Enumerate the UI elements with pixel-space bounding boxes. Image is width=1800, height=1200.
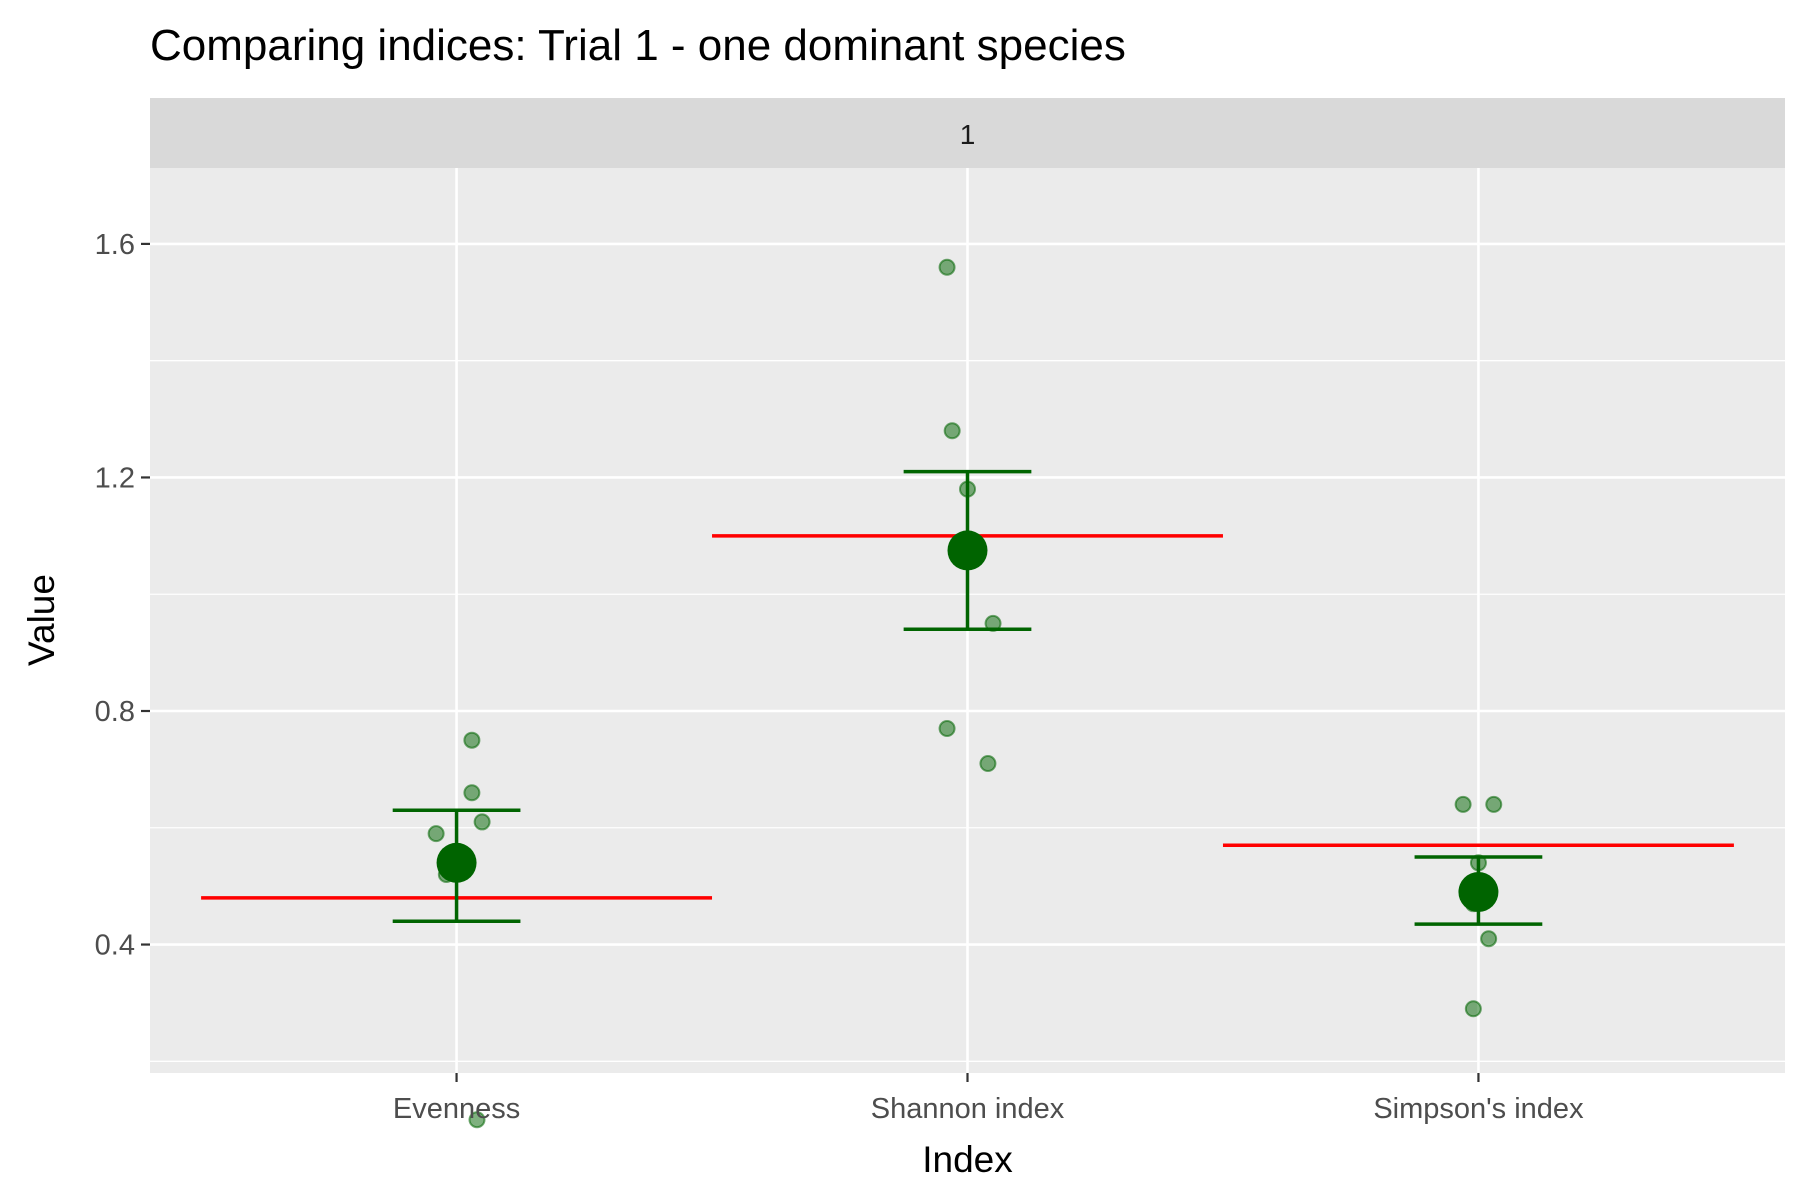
x-tick-label: Shannon index [871, 1093, 1065, 1125]
y-axis-title: Value [21, 574, 62, 666]
mean-point [436, 842, 477, 883]
strip-background [150, 98, 1785, 168]
x-tick-label: Evenness [393, 1093, 520, 1125]
data-point [979, 755, 997, 773]
data-point [938, 720, 956, 738]
x-tick-label: Simpson's index [1373, 1093, 1584, 1125]
facet-label: 1 [960, 119, 976, 150]
mean-point [947, 530, 988, 571]
data-point [463, 731, 481, 749]
data-point [1454, 795, 1472, 813]
y-tick-label: 0.4 [95, 930, 135, 962]
data-point [468, 1111, 486, 1129]
data-point [938, 258, 956, 276]
y-tick-label: 1.2 [95, 462, 135, 494]
data-point [943, 422, 961, 440]
x-axis-title: Index [922, 1139, 1013, 1180]
data-point [463, 784, 481, 802]
chart-title: Comparing indices: Trial 1 - one dominan… [150, 21, 1126, 70]
x-axis: Evenness Shannon index Simpson's index [393, 1073, 1584, 1125]
mean-markers [436, 530, 1499, 912]
data-point [473, 813, 491, 831]
data-point [1464, 1000, 1482, 1018]
y-tick-label: 1.6 [95, 229, 135, 261]
y-tick-label: 0.8 [95, 696, 135, 728]
data-point [1485, 795, 1503, 813]
data-point [1480, 930, 1498, 948]
y-axis: 0.4 0.8 1.2 1.6 [95, 229, 150, 962]
data-point [427, 825, 445, 843]
mean-point [1458, 872, 1499, 912]
